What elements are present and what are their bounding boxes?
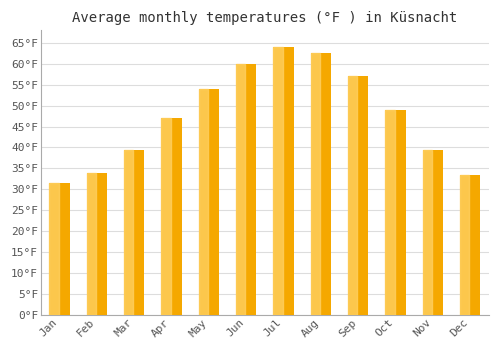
Bar <box>274 47 294 315</box>
Bar <box>86 173 107 315</box>
Bar <box>50 183 58 315</box>
Bar <box>162 118 170 315</box>
Bar <box>310 54 331 315</box>
Bar <box>198 89 219 315</box>
Bar <box>162 118 182 315</box>
Bar <box>236 64 256 315</box>
Bar <box>348 76 357 315</box>
Bar <box>198 89 208 315</box>
Bar <box>460 175 469 315</box>
Bar <box>50 183 70 315</box>
Bar <box>310 54 320 315</box>
Bar <box>274 47 282 315</box>
Bar <box>422 149 432 315</box>
Bar <box>124 149 133 315</box>
Title: Average monthly temperatures (°F ) in Küsnacht: Average monthly temperatures (°F ) in Kü… <box>72 11 458 25</box>
Bar <box>348 76 368 315</box>
Bar <box>124 149 144 315</box>
Bar <box>236 64 245 315</box>
Bar <box>386 110 406 315</box>
Bar <box>386 110 394 315</box>
Bar <box>460 175 480 315</box>
Bar <box>422 149 443 315</box>
Bar <box>86 173 96 315</box>
